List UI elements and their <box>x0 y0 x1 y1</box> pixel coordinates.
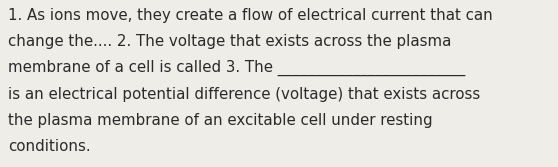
Text: change the.... 2. The voltage that exists across the plasma: change the.... 2. The voltage that exist… <box>8 34 451 49</box>
Text: is an electrical potential difference (voltage) that exists across: is an electrical potential difference (v… <box>8 87 480 102</box>
Text: the plasma membrane of an excitable cell under resting: the plasma membrane of an excitable cell… <box>8 113 432 128</box>
Text: membrane of a cell is called 3. The _________________________: membrane of a cell is called 3. The ____… <box>8 60 465 76</box>
Text: 1. As ions move, they create a flow of electrical current that can: 1. As ions move, they create a flow of e… <box>8 8 493 23</box>
Text: conditions.: conditions. <box>8 139 90 154</box>
